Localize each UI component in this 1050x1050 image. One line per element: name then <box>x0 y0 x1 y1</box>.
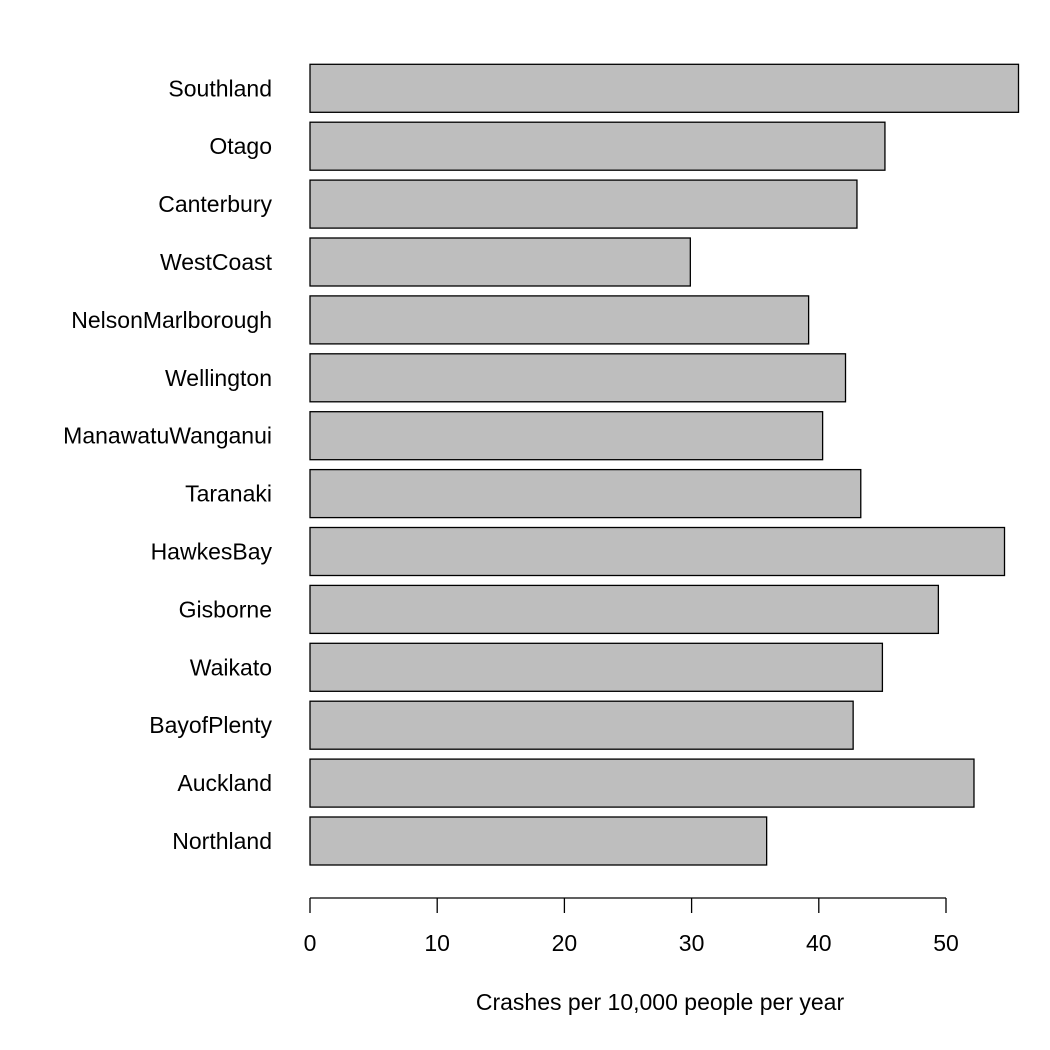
category-label-westcoast: WestCoast <box>160 249 273 275</box>
category-labels: Northland Auckland BayofPlenty Waikato Gisbo… <box>63 75 272 854</box>
x-tick-label-20: 20 <box>552 930 578 956</box>
bar-nelsonmarlborough <box>309 295 810 345</box>
category-label-bayofplenty: BayofPlenty <box>149 712 272 738</box>
bar-northland <box>309 816 768 866</box>
category-label-manawatuwanganui: ManawatuWanganui <box>63 423 272 449</box>
bar-bayofplenty <box>309 700 854 750</box>
x-axis-title: Crashes per 10,000 people per year <box>476 989 845 1015</box>
x-tick-label-30: 30 <box>679 930 705 956</box>
category-label-auckland: Auckland <box>177 770 272 796</box>
category-label-canterbury: Canterbury <box>158 191 272 217</box>
bar-waikato <box>309 642 884 692</box>
category-label-taranaki: Taranaki <box>185 481 272 507</box>
bar-wellington <box>309 353 847 403</box>
x-tick-label-50: 50 <box>933 930 959 956</box>
category-label-otago: Otago <box>209 133 272 159</box>
bars-group <box>309 63 1020 866</box>
bar-southland <box>309 63 1020 113</box>
x-axis: 0 10 20 30 40 50 <box>304 897 959 956</box>
x-tick-label-0: 0 <box>304 930 317 956</box>
category-label-southland: Southland <box>168 75 272 101</box>
bar-otago <box>309 121 886 171</box>
bar-auckland <box>309 758 975 808</box>
x-tick-label-10: 10 <box>424 930 450 956</box>
category-label-waikato: Waikato <box>190 654 272 680</box>
bar-taranaki <box>309 468 862 519</box>
bar-canterbury <box>309 179 858 229</box>
bar-manawatuwanganui <box>309 411 824 461</box>
category-label-gisborne: Gisborne <box>179 596 272 622</box>
category-label-hawkesbay: HawkesBay <box>151 539 273 565</box>
category-label-northland: Northland <box>172 828 272 854</box>
bar-westcoast <box>309 237 691 287</box>
category-label-wellington: Wellington <box>165 365 272 391</box>
category-label-nelsonmarlborough: NelsonMarlborough <box>71 307 272 333</box>
x-tick-label-40: 40 <box>806 930 832 956</box>
bar-hawkesbay <box>309 526 1006 577</box>
bar-gisborne <box>309 584 940 635</box>
